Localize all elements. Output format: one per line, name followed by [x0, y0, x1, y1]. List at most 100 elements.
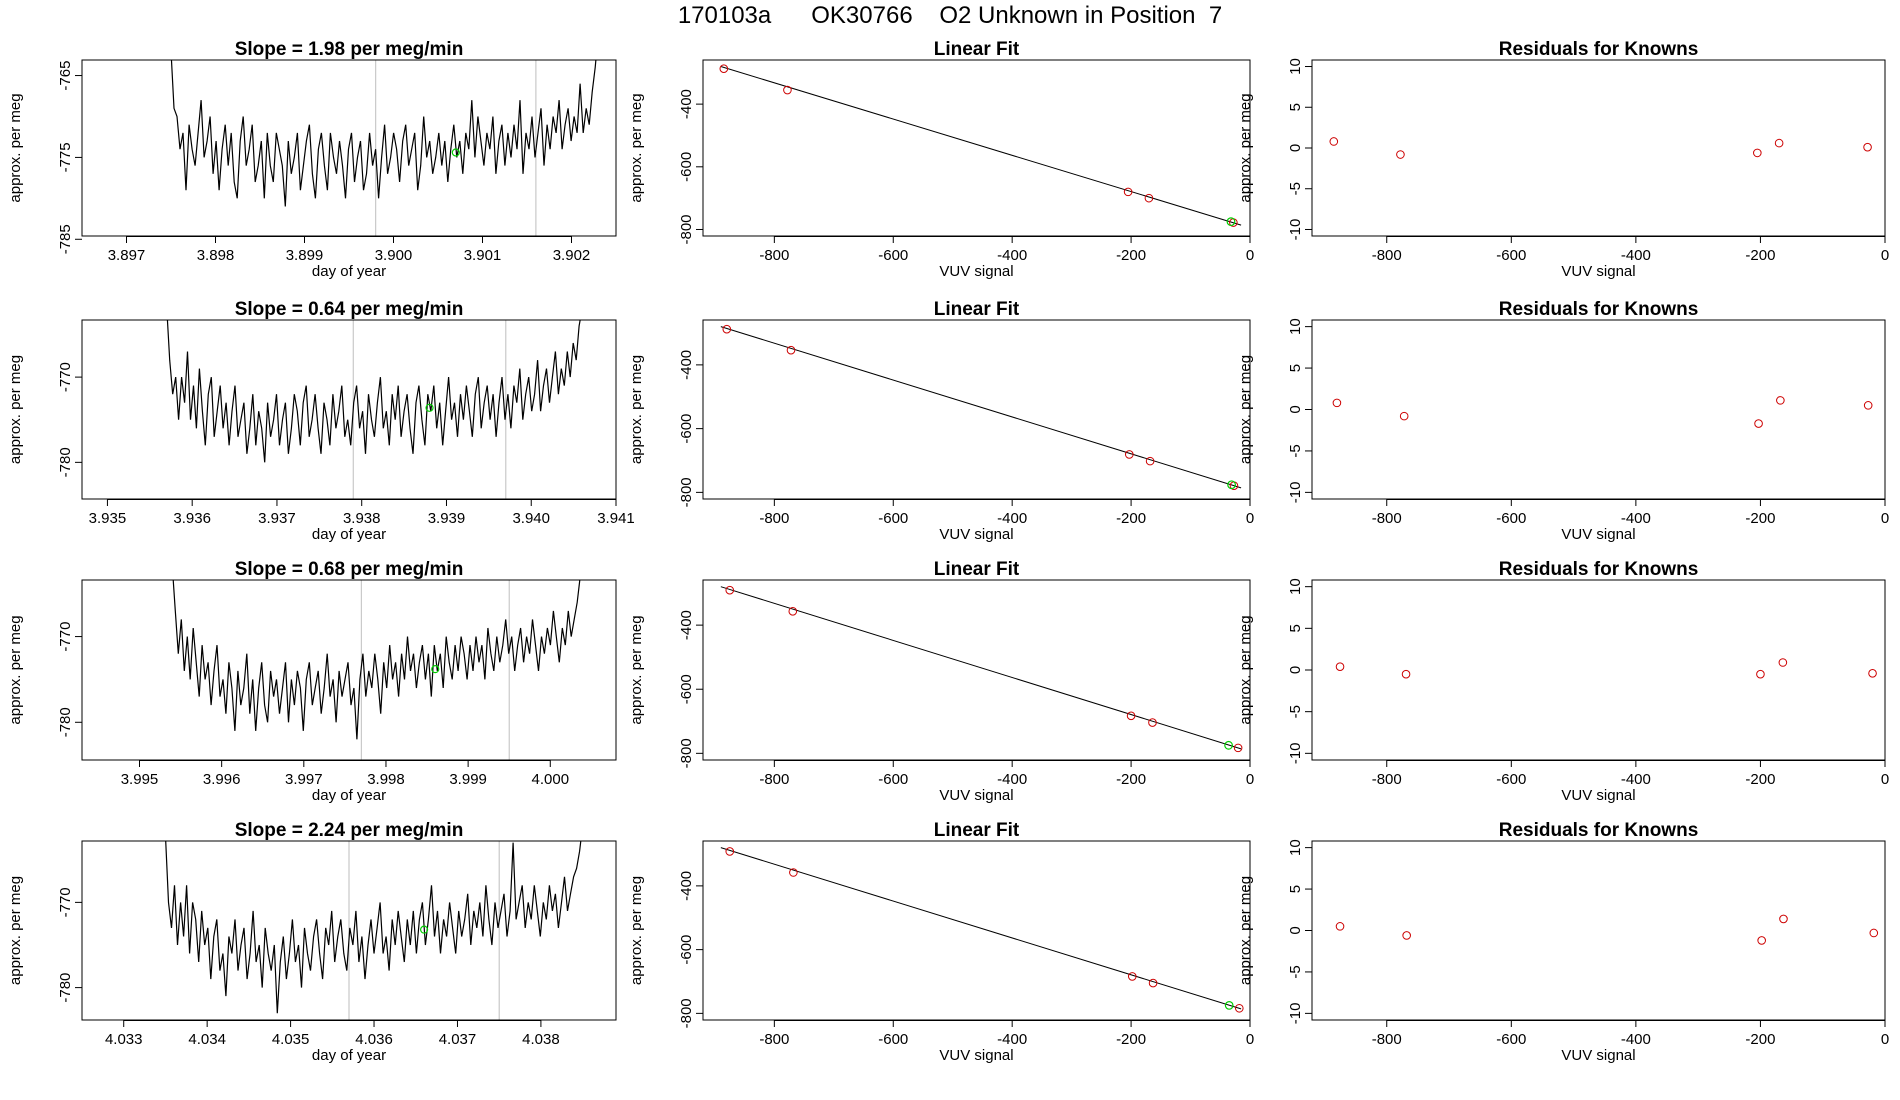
- fit-line: [720, 66, 1242, 226]
- y-tick-label: -400: [678, 89, 695, 119]
- x-tick-label: -800: [759, 1031, 789, 1048]
- y-axis-label: approx. per meg: [628, 615, 645, 724]
- x-tick-label: 4.035: [272, 1031, 310, 1048]
- x-tick-label: -800: [759, 247, 789, 264]
- x-axis-label: VUV signal: [1561, 526, 1635, 543]
- fit-line: [720, 326, 1242, 489]
- known-point: [1144, 193, 1154, 203]
- y-tick-label: -400: [678, 350, 695, 380]
- y-tick-label: -600: [678, 414, 695, 444]
- x-tick-label: 3.901: [464, 247, 502, 264]
- x-tick-label: -200: [1116, 1031, 1146, 1048]
- plot-area: [1332, 396, 1873, 428]
- panel-title: Linear Fit: [934, 39, 1020, 60]
- known-point: [1145, 456, 1155, 466]
- known-point: [1148, 718, 1157, 727]
- y-tick-label: -770: [57, 622, 74, 652]
- x-axis-label: VUV signal: [939, 787, 1013, 804]
- y-tick-label: -600: [678, 152, 695, 182]
- residual-point: [1869, 928, 1879, 938]
- y-tick-label: 0: [1287, 926, 1304, 934]
- x-tick-label: 3.996: [203, 771, 241, 788]
- x-tick-label: 4.000: [532, 771, 570, 788]
- unknown-point: [1226, 217, 1236, 227]
- x-tick-label: 3.897: [108, 247, 146, 264]
- y-tick-label: -10: [1287, 1003, 1304, 1025]
- x-tick-label: -400: [1621, 1031, 1651, 1048]
- x-tick-label: -600: [1496, 247, 1526, 264]
- x-tick-label: 3.995: [121, 771, 159, 788]
- y-tick-label: -5: [1287, 965, 1304, 978]
- panel-title: Residuals for Knowns: [1499, 299, 1699, 320]
- panel-residuals-1: Residuals for Knowns -800 -600 -400 -200 0 -10…: [1237, 299, 1889, 543]
- x-tick-label: 3.939: [428, 510, 466, 527]
- fit-line: [720, 847, 1242, 1010]
- x-tick-label: -600: [878, 247, 908, 264]
- residual-point: [1335, 662, 1345, 671]
- x-tick-label: 3.900: [375, 247, 413, 264]
- y-tick-label: -400: [678, 871, 695, 901]
- y-tick-label: 10: [1287, 839, 1304, 856]
- residual-point: [1757, 936, 1766, 945]
- x-tick-label: -600: [878, 510, 908, 527]
- panel-title: Slope = 0.68 per meg/min: [235, 559, 464, 580]
- plot-area: [720, 585, 1243, 753]
- x-tick-label: -600: [1496, 1031, 1526, 1048]
- y-axis-label: approx. per meg: [628, 355, 645, 464]
- panel-fit-0: Linear Fit-800 -600 -400 -200 0-800-600-400V…: [628, 39, 1254, 280]
- residual-point: [1863, 142, 1872, 152]
- x-tick-label: 0: [1881, 510, 1889, 527]
- y-axis-label: approx. per meg: [7, 355, 24, 464]
- plot-frame: [1311, 840, 1886, 1021]
- y-tick-label: -780: [57, 973, 74, 1003]
- x-tick-label: -400: [997, 510, 1027, 527]
- x-tick-label: 3.936: [173, 510, 211, 527]
- residual-point: [1753, 148, 1762, 158]
- y-tick-label: 0: [1287, 405, 1304, 413]
- x-tick-label: -800: [1372, 1031, 1402, 1048]
- panel-title: Slope = 0.64 per meg/min: [235, 299, 464, 320]
- x-tick-label: -800: [1372, 771, 1402, 788]
- x-tick-label: 3.999: [449, 771, 487, 788]
- panel-title: Residuals for Knowns: [1499, 820, 1699, 841]
- y-tick-label: -770: [57, 887, 74, 917]
- y-tick-label: -800: [678, 998, 695, 1028]
- known-point: [783, 85, 792, 95]
- residual-point: [1402, 931, 1411, 940]
- x-tick-label: -600: [1496, 510, 1526, 527]
- unknown-point: [425, 403, 434, 412]
- y-axis-label: approx. per meg: [7, 615, 24, 724]
- x-tick-label: -400: [1621, 771, 1651, 788]
- x-tick-label: -400: [997, 247, 1027, 264]
- plot-area: [719, 64, 1242, 227]
- unknown-point: [1224, 1001, 1234, 1010]
- known-point: [725, 585, 735, 595]
- y-tick-label: 0: [1287, 144, 1304, 152]
- plot-area: [170, 60, 597, 236]
- known-point: [722, 324, 732, 334]
- x-tick-label: -200: [1745, 510, 1775, 527]
- y-tick-label: 5: [1287, 103, 1304, 111]
- residual-point: [1774, 138, 1784, 148]
- panel-timeseries-0: Slope = 1.98 per meg/min 3.897 3.898 3.899 3…: [7, 39, 617, 280]
- residual-point: [1401, 669, 1411, 679]
- y-tick-label: 10: [1287, 318, 1304, 335]
- panel-title: Slope = 2.24 per meg/min: [235, 820, 464, 841]
- y-tick-label: 5: [1287, 885, 1304, 893]
- plot-area: [1335, 658, 1877, 679]
- x-tick-label: 3.938: [343, 510, 381, 527]
- known-point: [719, 64, 729, 74]
- known-point: [1127, 972, 1137, 981]
- residual-point: [1754, 419, 1763, 428]
- y-tick-label: -400: [678, 610, 695, 640]
- x-tick-label: 3.902: [553, 247, 591, 264]
- x-tick-label: -600: [878, 1031, 908, 1048]
- plot-area: [166, 320, 581, 499]
- y-tick-label: -600: [678, 674, 695, 704]
- x-tick-label: 0: [1881, 771, 1889, 788]
- x-tick-label: 3.997: [285, 771, 323, 788]
- panel-title: Slope = 1.98 per meg/min: [235, 39, 464, 60]
- y-tick-label: -10: [1287, 482, 1304, 504]
- panel-title: Residuals for Knowns: [1499, 559, 1699, 580]
- y-tick-label: 10: [1287, 578, 1304, 595]
